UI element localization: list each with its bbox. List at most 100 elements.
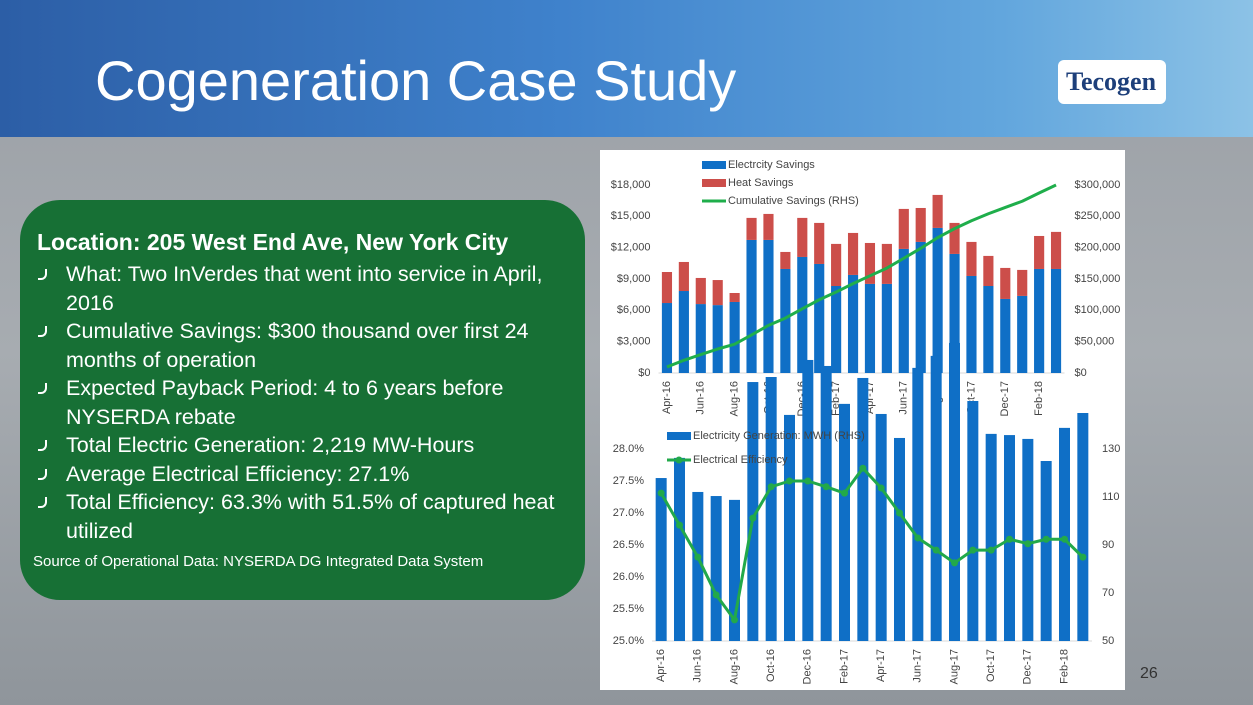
- bar: [966, 275, 977, 373]
- y2-tick-label: 110: [1102, 491, 1120, 503]
- line-marker: [914, 534, 922, 542]
- bar: [710, 496, 722, 641]
- y-tick-label: $15,000: [611, 210, 651, 222]
- bar: [1077, 413, 1089, 641]
- x-tick-label: Apr-16: [655, 649, 667, 682]
- x-tick-label: Dec-17: [1022, 649, 1034, 684]
- source-note: Source of Operational Data: NYSERDA DG I…: [33, 553, 484, 570]
- bar: [915, 207, 926, 242]
- y-tick-label: 27.0%: [613, 507, 644, 519]
- bar: [831, 243, 842, 286]
- bar: [1034, 235, 1045, 269]
- y-tick-label: 26.0%: [613, 571, 644, 583]
- bullet: What: Two InVerdes that went into servic…: [38, 260, 586, 317]
- bar: [949, 253, 960, 373]
- line-marker: [859, 464, 867, 472]
- line-marker: [1079, 553, 1087, 561]
- bullet: Expected Payback Period: 4 to 6 years be…: [38, 374, 586, 431]
- x-tick-label: Oct-17: [985, 649, 997, 682]
- x-tick-label: Aug-17: [948, 649, 960, 684]
- legend-label: Electrical Efficiency: [693, 454, 788, 466]
- bar: [847, 232, 859, 275]
- y2-tick-label: $150,000: [1075, 273, 1121, 285]
- y-tick-label: 27.5%: [613, 475, 644, 487]
- line-marker: [676, 521, 683, 529]
- bullet: Cumulative Savings: $300 thousand over f…: [38, 317, 586, 374]
- bar: [692, 491, 704, 641]
- line-marker: [987, 546, 995, 554]
- bar: [983, 255, 994, 286]
- bar: [875, 413, 887, 641]
- bar: [763, 213, 774, 240]
- bar: [729, 301, 740, 373]
- bar: [1050, 231, 1062, 269]
- bar: [678, 261, 689, 292]
- line-marker: [712, 591, 720, 599]
- x-tick-label: Jun-16: [692, 649, 704, 683]
- y-tick-label: 25.0%: [613, 635, 644, 647]
- bar: [712, 305, 723, 373]
- legend-label: Electricity Generation: MWH (RHS): [693, 430, 865, 442]
- legend-swatch: [675, 456, 683, 464]
- x-tick-label: Feb-18: [1033, 381, 1045, 416]
- bar: [1050, 268, 1062, 373]
- bar: [763, 239, 774, 373]
- line-marker: [841, 489, 848, 497]
- legend-label: Cumulative Savings (RHS): [728, 195, 859, 207]
- legend-swatch: [702, 161, 726, 169]
- bar: [847, 274, 859, 373]
- y2-tick-label: $50,000: [1075, 336, 1115, 348]
- line-marker: [822, 483, 830, 491]
- y2-tick-label: 70: [1102, 587, 1114, 599]
- bar: [780, 251, 791, 269]
- line-marker: [896, 509, 903, 517]
- y2-tick-label: $250,000: [1075, 210, 1121, 222]
- y-tick-label: $3,000: [617, 336, 651, 348]
- bar: [814, 222, 825, 264]
- bar: [797, 256, 808, 373]
- bar: [765, 377, 777, 641]
- bar: [912, 367, 924, 641]
- bullet: Total Efficiency: 63.3% with 51.5% of ca…: [38, 488, 586, 545]
- bar: [678, 291, 689, 373]
- bar: [1034, 268, 1045, 373]
- bar: [949, 222, 960, 254]
- y-tick-label: $12,000: [611, 242, 651, 254]
- bar: [784, 414, 795, 641]
- line-marker: [804, 477, 812, 485]
- bar: [661, 272, 673, 304]
- bar: [881, 283, 892, 373]
- bar: [966, 241, 977, 276]
- x-tick-label: Dec-17: [999, 381, 1011, 416]
- bar: [831, 285, 842, 373]
- y2-tick-label: 90: [1102, 539, 1114, 551]
- y-tick-label: $6,000: [617, 304, 651, 316]
- bar: [864, 283, 876, 373]
- line-marker: [1042, 535, 1050, 543]
- line-marker: [1024, 540, 1032, 548]
- line-marker: [786, 477, 793, 485]
- logo: Tecogen: [1058, 60, 1166, 104]
- x-tick-label: Apr-16: [661, 381, 673, 414]
- x-tick-label: Jun-16: [695, 381, 707, 415]
- legend-swatch: [702, 179, 726, 187]
- x-tick-label: Jun-17: [898, 381, 910, 415]
- bar: [857, 377, 869, 641]
- y2-tick-label: 50: [1102, 635, 1114, 647]
- y2-tick-label: $0: [1075, 367, 1087, 379]
- bar: [747, 382, 759, 641]
- bar: [930, 355, 942, 641]
- bar: [864, 242, 876, 284]
- info-heading: Location: 205 West End Ave, New York Cit…: [37, 229, 509, 255]
- y2-tick-label: 130: [1102, 443, 1120, 455]
- bar: [1000, 267, 1011, 299]
- bar: [985, 433, 997, 641]
- bar: [729, 292, 740, 302]
- line-marker: [951, 559, 958, 567]
- info-box: Location: 205 West End Ave, New York Cit…: [20, 200, 585, 600]
- x-tick-label: Aug-16: [728, 649, 740, 684]
- x-tick-label: Apr-17: [875, 649, 887, 682]
- line-marker: [694, 553, 702, 561]
- bullet: Total Electric Generation: 2,219 MW-Hour…: [38, 431, 586, 460]
